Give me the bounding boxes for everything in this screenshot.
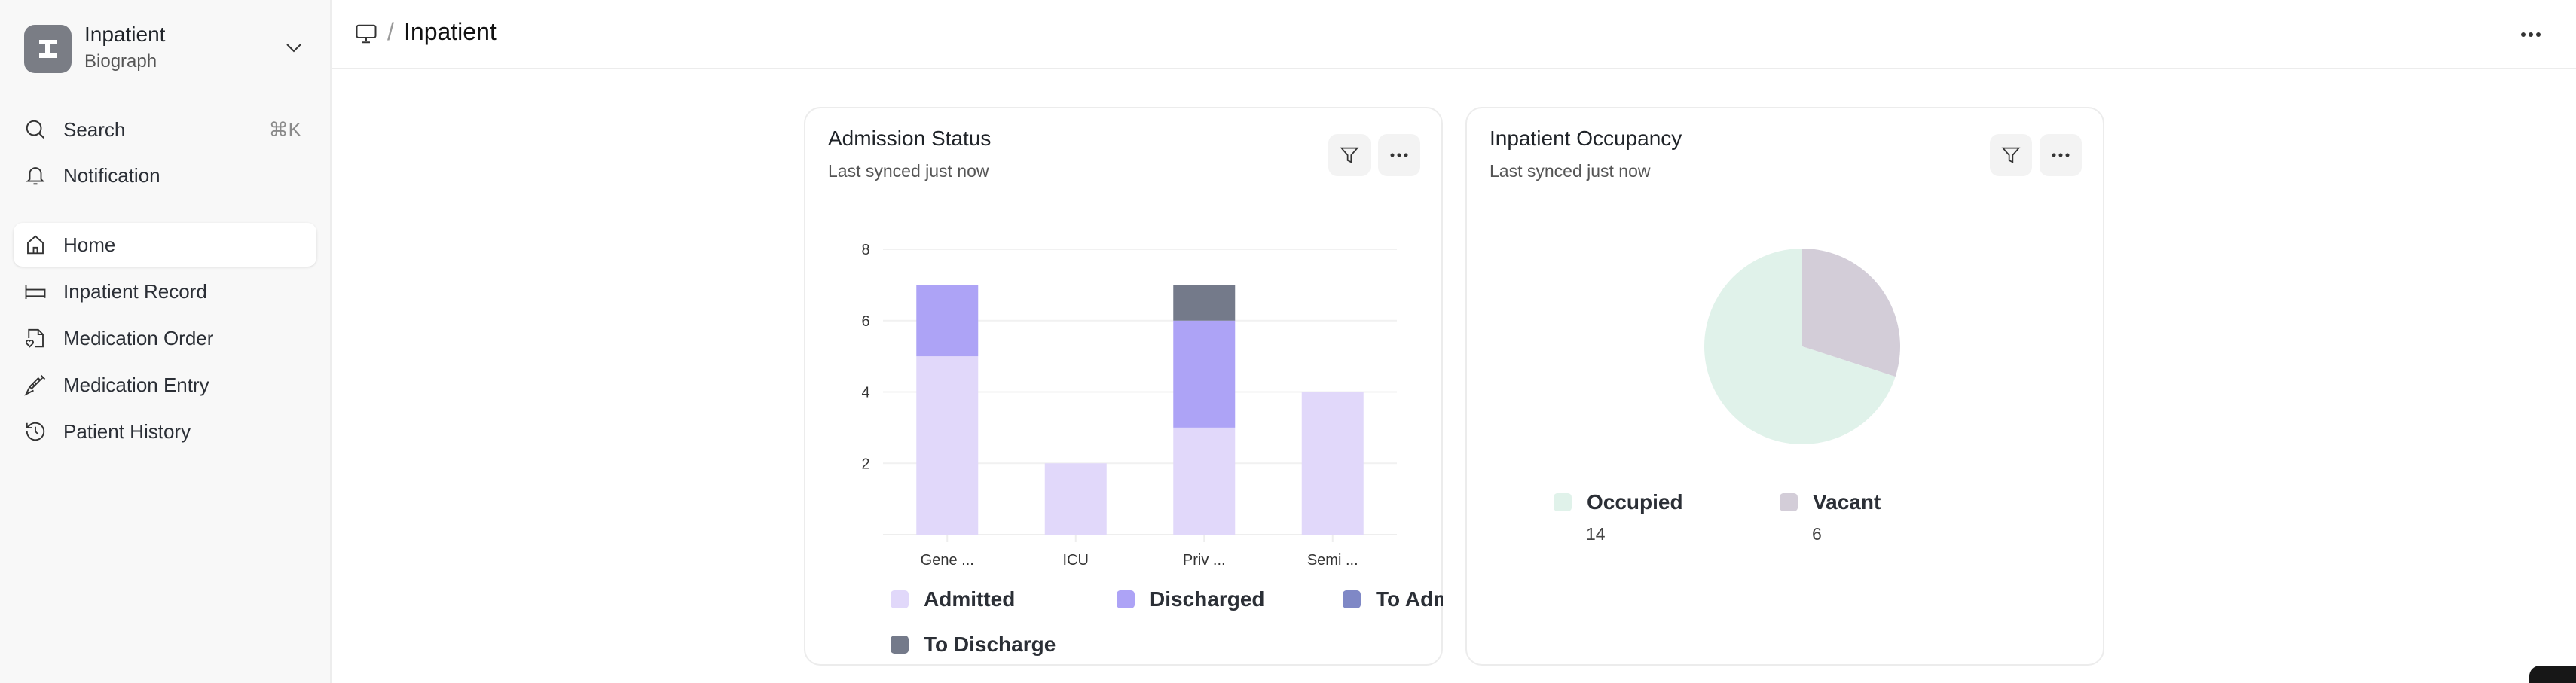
app-logo[interactable] <box>24 25 72 73</box>
page-header: / Inpatient <box>332 0 2576 69</box>
legend-label: Vacant <box>1813 490 1881 514</box>
filter-icon <box>2001 147 2021 163</box>
sidebar-item-label: Inpatient Record <box>63 279 207 303</box>
x-tick-label: Gene ... <box>921 552 974 569</box>
legend-discharged[interactable]: Discharged <box>1117 587 1265 611</box>
legend-occupied[interactable]: Occupied <box>1554 490 1683 514</box>
card-menu-button[interactable] <box>2040 134 2082 176</box>
x-tick-label: Priv ... <box>1183 552 1226 569</box>
legend-swatch <box>891 636 909 654</box>
card-menu-button[interactable] <box>1378 134 1420 176</box>
legend-swatch <box>891 590 909 608</box>
search-label: Search <box>63 117 126 141</box>
card-subtitle: Last synced just now <box>828 161 989 181</box>
app-name[interactable]: Inpatient <box>84 23 166 46</box>
sidebar-item-label: Medication Order <box>63 326 214 349</box>
bar-segment <box>1173 427 1236 535</box>
chevron-down-icon[interactable] <box>285 42 303 54</box>
floating-toolbar[interactable] <box>2529 666 2576 683</box>
card-subtitle: Last synced just now <box>1490 161 1651 181</box>
legend-value-occupied: 14 <box>1586 524 1606 544</box>
legend-label: To Admit <box>1376 587 1443 611</box>
sidebar-item-home[interactable]: Home <box>14 223 316 267</box>
legend-label: Occupied <box>1587 490 1683 514</box>
card-title: Inpatient Occupancy <box>1490 127 1682 150</box>
filter-button[interactable] <box>1328 134 1371 176</box>
bell-icon <box>26 167 45 185</box>
search-button[interactable]: Search ⌘K <box>14 108 316 151</box>
filter-icon <box>1340 147 1359 163</box>
admission-status-card: Admission Status Last synced just now 2 4… <box>804 107 1443 666</box>
history-icon <box>26 422 45 441</box>
monitor-icon[interactable] <box>355 23 377 45</box>
legend-value-vacant: 6 <box>1812 524 1822 544</box>
legend-swatch <box>1554 493 1572 511</box>
sidebar-item-patient-history[interactable]: Patient History <box>14 410 316 453</box>
bar-segment <box>916 285 979 357</box>
legend-label: Discharged <box>1150 587 1265 611</box>
bar-segment <box>1301 392 1364 535</box>
y-tick-label: 6 <box>861 313 869 330</box>
sidebar-item-medication-entry[interactable]: Medication Entry <box>14 363 316 407</box>
bar-segment <box>1173 285 1236 321</box>
search-icon <box>26 120 44 139</box>
occupancy-pie-chart <box>1704 249 1900 444</box>
file-heart-icon <box>26 328 44 348</box>
legend-to-discharge[interactable]: To Discharge <box>891 633 1056 657</box>
legend-label: To Discharge <box>924 633 1056 656</box>
notification-label: Notification <box>63 163 160 187</box>
breadcrumb-separator: / <box>387 18 394 45</box>
more-options-icon[interactable] <box>2519 29 2542 41</box>
bed-icon <box>25 285 46 299</box>
more-options-icon <box>1390 153 1408 157</box>
legend-swatch <box>1117 590 1135 608</box>
legend-swatch <box>1343 590 1361 608</box>
legend-to-admit[interactable]: To Admit <box>1343 587 1443 611</box>
y-tick-label: 4 <box>861 385 869 401</box>
x-tick-label: ICU <box>1063 552 1089 569</box>
syringe-icon <box>24 374 46 396</box>
legend-admitted[interactable]: Admitted <box>891 587 1015 611</box>
org-name: Biograph <box>84 51 157 72</box>
sidebar: Inpatient Biograph Search ⌘K Notificatio… <box>0 0 332 683</box>
y-tick-label: 8 <box>861 242 869 258</box>
page-title[interactable]: Inpatient <box>404 18 497 45</box>
sidebar-item-inpatient-record[interactable]: Inpatient Record <box>14 270 316 313</box>
pie-slice-vacant <box>1802 249 1900 377</box>
bar-segment <box>916 356 979 535</box>
card-title: Admission Status <box>828 127 992 150</box>
legend-vacant[interactable]: Vacant <box>1780 490 1881 514</box>
notification-button[interactable]: Notification <box>14 154 316 197</box>
home-icon <box>27 235 44 255</box>
admission-bar-chart: 2 4 6 8 Gene ... ICU Priv ... Semi ... <box>861 242 1397 569</box>
legend-swatch <box>1780 493 1798 511</box>
filter-button[interactable] <box>1990 134 2032 176</box>
more-options-icon <box>2052 153 2070 157</box>
legend-label: Admitted <box>924 587 1016 611</box>
y-tick-label: 2 <box>861 456 869 472</box>
bar-segment <box>1044 463 1107 535</box>
x-tick-label: Semi ... <box>1307 552 1358 569</box>
sidebar-item-medication-order[interactable]: Medication Order <box>14 316 316 360</box>
sidebar-item-label: Medication Entry <box>63 373 209 396</box>
pie-slice-occupied <box>1704 249 1896 444</box>
inpatient-occupancy-card: Inpatient Occupancy Last synced just now… <box>1465 107 2104 666</box>
sidebar-item-label: Patient History <box>63 419 191 443</box>
sidebar-item-label: Home <box>63 233 116 256</box>
bar-segment <box>1173 320 1236 428</box>
search-shortcut: ⌘K <box>268 117 301 141</box>
